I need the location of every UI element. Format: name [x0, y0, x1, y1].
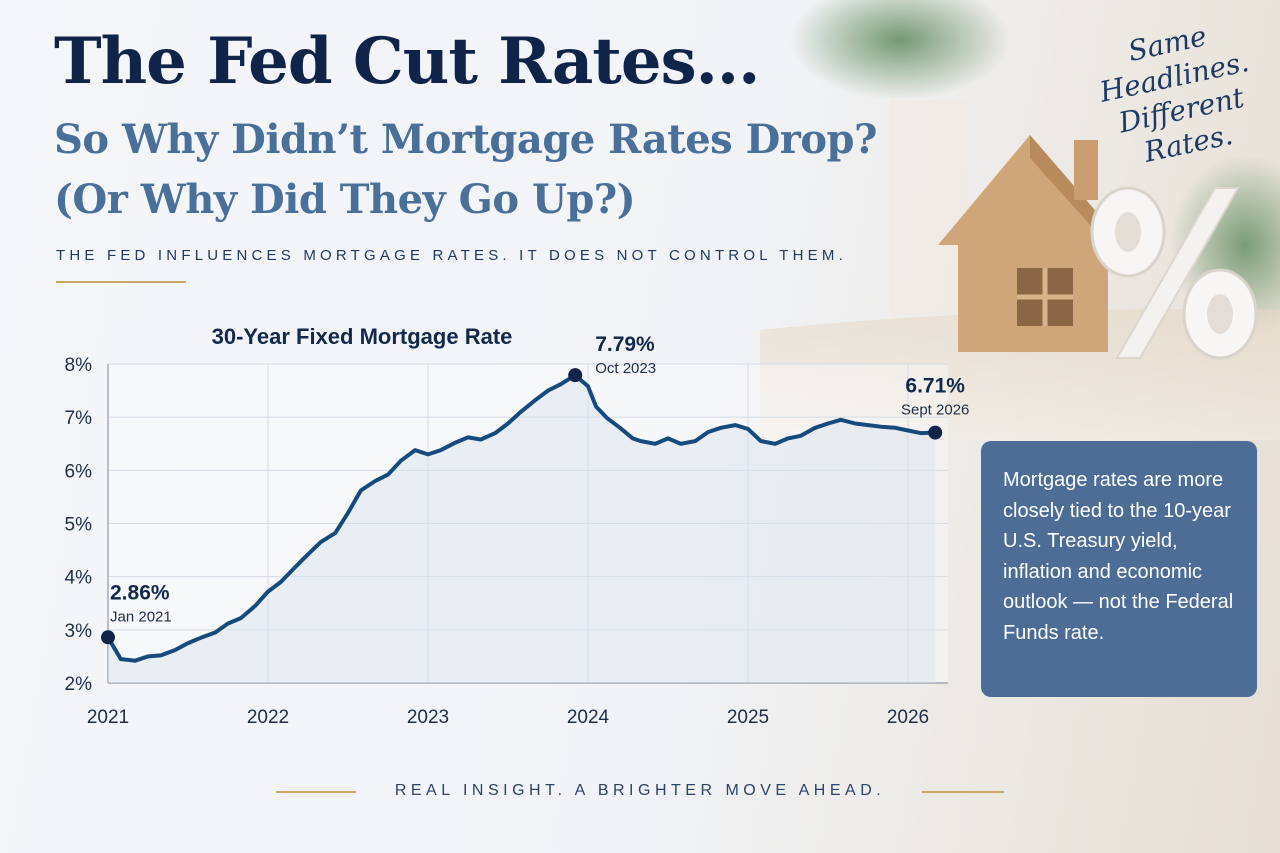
y-tick-label: 5% — [65, 515, 93, 536]
data-label-value: 6.71% — [905, 375, 965, 398]
series-area — [108, 375, 936, 683]
vase — [890, 100, 970, 315]
y-tick-label: 2% — [65, 674, 93, 695]
tagline: THE FED INFLUENCES MORTGAGE RATES. IT DO… — [56, 247, 847, 264]
data-point-marker — [101, 630, 115, 645]
y-tick-label: 3% — [65, 621, 93, 642]
x-tick-label: 2023 — [407, 707, 449, 728]
percent-sign-icon — [1090, 186, 1258, 360]
footer-rule-right — [922, 791, 1004, 793]
page-title: The Fed Cut Rates... — [54, 24, 760, 99]
chart-title: 30-Year Fixed Mortgage Rate — [212, 324, 513, 349]
data-point-marker — [568, 368, 583, 383]
footer-text: REAL INSIGHT. A BRIGHTER MOVE AHEAD. — [394, 782, 886, 799]
y-tick-label: 8% — [65, 355, 93, 376]
x-tick-label: 2025 — [727, 707, 769, 728]
subtitle-line2: (Or Why Did They Go Up?) — [54, 176, 636, 223]
series-line — [106, 373, 938, 663]
footer-rule-left — [276, 791, 356, 793]
data-label-value: 2.86% — [110, 581, 170, 604]
y-tick-label: 4% — [65, 568, 93, 589]
x-tick-label: 2026 — [887, 707, 929, 728]
x-tick-label: 2021 — [87, 707, 129, 728]
y-tick-label: 6% — [65, 461, 93, 482]
data-label-value: 7.79% — [595, 333, 655, 356]
y-tick-label: 7% — [65, 408, 93, 429]
data-label-date: Jan 2021 — [110, 608, 172, 625]
data-label-date: Sept 2026 — [901, 402, 969, 419]
x-tick-label: 2024 — [567, 707, 610, 728]
data-point-marker — [928, 425, 943, 440]
info-callout: Mortgage rates are more closely tied to … — [981, 441, 1257, 697]
gold-divider — [56, 281, 186, 283]
callout-text: Mortgage rates are more closely tied to … — [1003, 469, 1234, 644]
subtitle-line1: So Why Didn’t Mortgage Rates Drop? — [54, 116, 877, 163]
plant-blur — [790, 0, 1010, 100]
x-tick-label: 2022 — [247, 707, 289, 728]
data-label-date: Oct 2023 — [595, 360, 656, 377]
